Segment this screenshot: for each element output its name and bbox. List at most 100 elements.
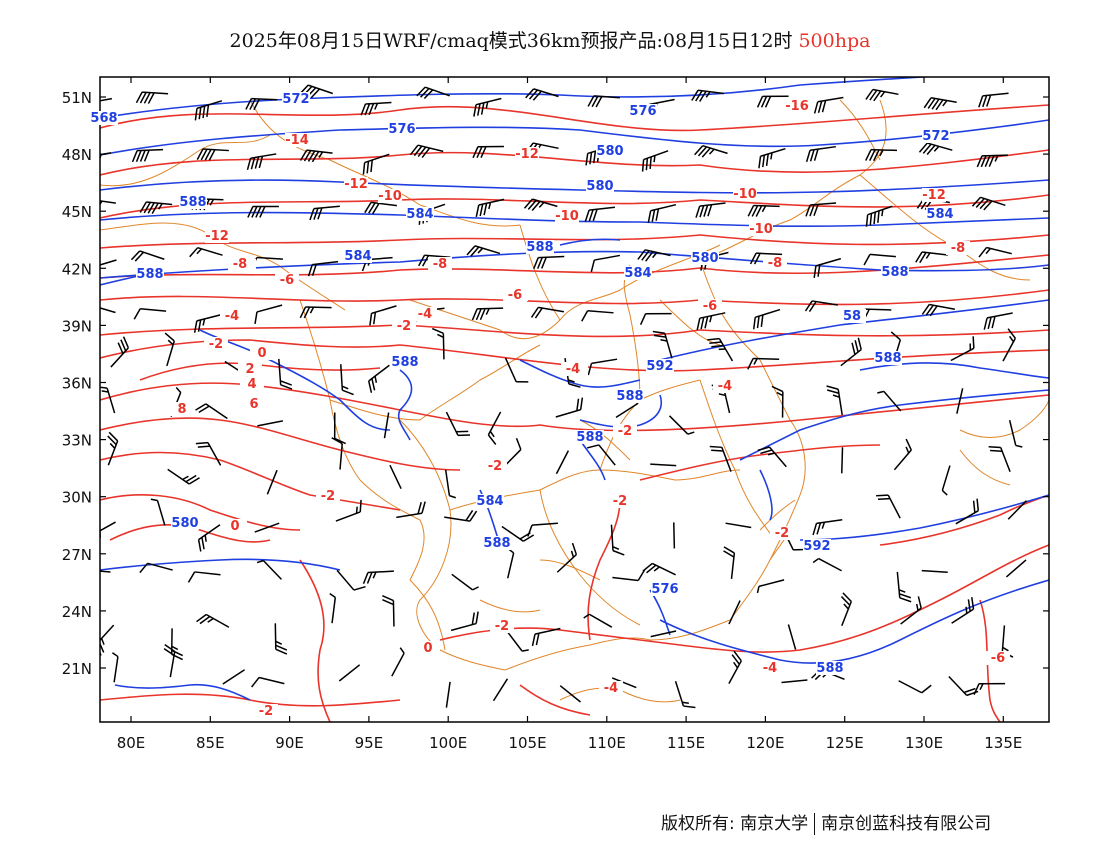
temperature-contour-label: -2 xyxy=(613,494,627,509)
wind-barb xyxy=(100,521,116,538)
wind-barb xyxy=(555,450,570,475)
wind-barb xyxy=(787,624,797,650)
temperature-contour-label: -12 xyxy=(205,229,229,244)
wind-barb xyxy=(781,679,808,684)
wind-barb xyxy=(150,498,166,526)
height-contour-label: 568 xyxy=(90,111,117,126)
temperature-contour-label: -2 xyxy=(397,319,411,334)
contour-label-bg xyxy=(608,494,632,508)
contour-label-bg xyxy=(613,424,637,438)
wind-barb xyxy=(471,307,504,321)
copyright-owner: 版权所有: 南京大学 xyxy=(661,814,809,834)
lat-label: 30N xyxy=(62,489,92,507)
wind-barb xyxy=(637,249,671,262)
contour-label-bg xyxy=(922,188,946,202)
wind-barb xyxy=(976,154,1009,168)
wind-barb xyxy=(254,304,283,324)
contour-label-bg xyxy=(344,177,368,191)
wind-barb xyxy=(257,420,284,427)
temperature-contour-label: -6 xyxy=(703,299,717,314)
wind-barb xyxy=(586,444,616,466)
wind-barb xyxy=(865,88,899,102)
title-level: 500hpa xyxy=(798,30,871,52)
contour-label-bg xyxy=(691,251,719,265)
contour-label-bg xyxy=(874,351,902,365)
wind-barb xyxy=(189,246,223,258)
height-contour-label: 588 xyxy=(179,195,206,210)
contour-label-bg xyxy=(392,319,416,333)
copyright-company: 南京创蓝科技有限公司 xyxy=(821,814,992,834)
wind-barb xyxy=(826,385,843,416)
wind-barb xyxy=(978,246,1012,258)
wind-barb xyxy=(877,390,902,412)
wind-barb xyxy=(444,510,478,522)
wind-barb xyxy=(256,559,282,580)
wind-barb xyxy=(918,142,953,155)
wind-barb xyxy=(695,202,726,218)
contour-label-bg xyxy=(616,389,644,403)
wind-barb xyxy=(100,259,117,269)
wind-barb xyxy=(983,312,1013,330)
temperature-contour-label: -8 xyxy=(951,241,965,256)
contour-label-bg xyxy=(406,207,434,221)
temperature-contour-label: -4 xyxy=(763,661,777,676)
height-contour-label: 572 xyxy=(282,92,309,107)
contour-label-bg xyxy=(170,402,194,416)
wind-barb xyxy=(771,385,784,418)
wind-barb xyxy=(955,498,980,525)
wind-barb xyxy=(416,86,450,100)
lat-label: 33N xyxy=(62,432,92,450)
contour-label-bg xyxy=(428,257,452,271)
wind-barb xyxy=(445,681,451,708)
wind-barb xyxy=(369,305,397,326)
wind-barb xyxy=(694,144,728,158)
wind-barb xyxy=(364,201,397,215)
contour-label-bg xyxy=(599,681,623,695)
wind-barb xyxy=(196,613,230,628)
contour-label-bg xyxy=(416,641,440,655)
wind-barb xyxy=(531,627,561,647)
wind-barb xyxy=(251,676,285,688)
wind-barb xyxy=(747,204,780,217)
wind-barb xyxy=(409,144,444,159)
wind-barb xyxy=(756,579,785,594)
wind-barb xyxy=(757,446,787,468)
temperature-contour-label: -8 xyxy=(233,257,247,272)
contour-label-bg xyxy=(758,661,782,675)
temperature-contour-label: -12 xyxy=(344,177,368,192)
temperature-contour-label: -10 xyxy=(733,187,757,202)
wind-barb xyxy=(299,149,333,163)
wind-barb xyxy=(978,92,1009,108)
wind-barb xyxy=(804,300,838,313)
temperature-contour-label: -2 xyxy=(259,704,273,719)
contour-label-bg xyxy=(483,459,507,473)
lat-label: 21N xyxy=(62,660,92,678)
wind-barb xyxy=(163,644,176,678)
temperature-contour-label: -2 xyxy=(618,424,632,439)
height-contours xyxy=(100,77,1049,701)
map-plot-area xyxy=(100,77,1049,722)
height-contour-label: 584 xyxy=(476,494,503,509)
temperature-contour-label: -4 xyxy=(418,307,432,322)
wind-barb xyxy=(362,570,394,584)
lat-label: 24N xyxy=(62,603,92,621)
height-contour-label: 580 xyxy=(596,144,623,159)
wind-barb xyxy=(639,312,672,326)
wind-barb xyxy=(307,260,339,277)
temperature-contour-label: -6 xyxy=(508,288,522,303)
footer-copyright: 版权所有: 南京大学 南京创蓝科技有限公司 xyxy=(661,809,991,835)
temperature-contour-label: -12 xyxy=(515,147,539,162)
contour-label-bg xyxy=(881,265,909,279)
wind-barb xyxy=(100,624,115,656)
wind-barb xyxy=(533,255,565,270)
height-contour-label: 592 xyxy=(646,359,673,374)
contour-label-bg xyxy=(816,661,844,675)
wind-barb xyxy=(245,97,278,111)
temperature-contour-label: 8 xyxy=(177,402,186,417)
wind-barb xyxy=(805,202,837,217)
height-contour-label: 588 xyxy=(483,536,510,551)
wind-barb xyxy=(813,257,842,278)
wind-barb xyxy=(756,95,789,108)
contour-label-bg xyxy=(922,129,950,143)
